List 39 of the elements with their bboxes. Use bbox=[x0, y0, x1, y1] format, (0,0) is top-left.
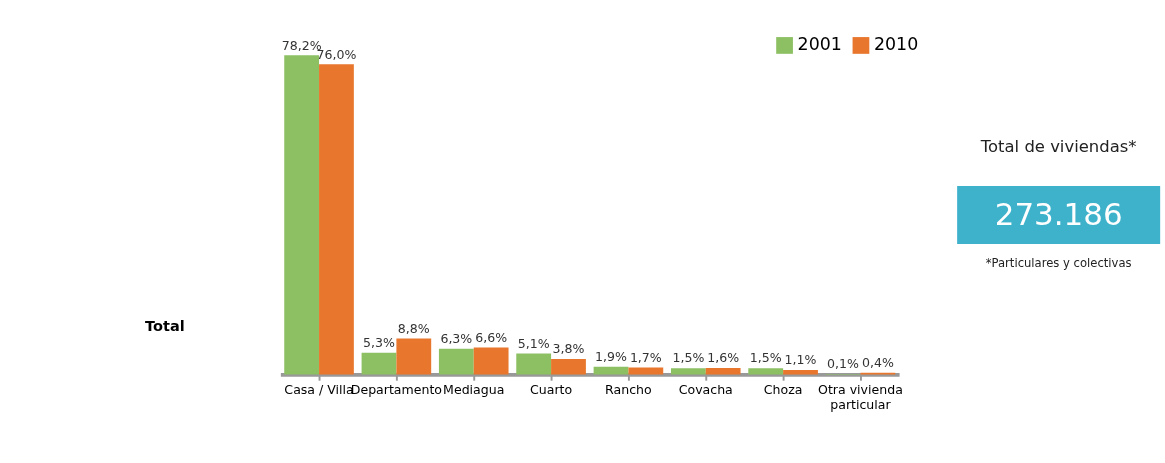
data-label: 0,4% bbox=[861, 354, 894, 370]
bar bbox=[783, 369, 818, 375]
legend-label: 2010 bbox=[873, 34, 919, 55]
data-label: 5,1% bbox=[517, 335, 550, 351]
data-label: 6,3% bbox=[440, 330, 473, 346]
bar bbox=[319, 64, 354, 375]
data-label: 78,2% bbox=[281, 37, 322, 53]
text: Total bbox=[145, 317, 185, 334]
data-label: 1,1% bbox=[784, 352, 817, 368]
data-label: 1,7% bbox=[629, 349, 662, 365]
data-label: 1,5% bbox=[672, 350, 705, 366]
x-tick-label: Otra vivienda particular bbox=[818, 382, 903, 412]
bar bbox=[516, 353, 552, 375]
bar bbox=[705, 367, 741, 375]
data-label: 1,9% bbox=[595, 348, 628, 364]
bar bbox=[551, 358, 586, 375]
text: Total de viviendas* bbox=[979, 137, 1137, 157]
x-tick-label: Covacha bbox=[678, 382, 733, 398]
x-tick-label: Rancho bbox=[605, 382, 652, 398]
text: 273.186 bbox=[994, 195, 1123, 232]
data-label: 3,8% bbox=[552, 341, 585, 357]
bar bbox=[361, 352, 397, 375]
data-label: 1,6% bbox=[707, 350, 740, 366]
bar bbox=[473, 347, 509, 375]
x-tick-label: Cuarto bbox=[530, 382, 573, 398]
data-label: 8,8% bbox=[397, 320, 430, 336]
text: *Particulares y colectivas bbox=[985, 256, 1132, 271]
bar bbox=[748, 368, 784, 375]
x-tick-label: Mediagua bbox=[443, 382, 505, 398]
data-label: 5,3% bbox=[363, 334, 395, 350]
data-label: 1,5% bbox=[749, 350, 782, 366]
legend-label: 2001 bbox=[797, 34, 842, 55]
data-label: 0,1% bbox=[827, 356, 860, 372]
bar bbox=[396, 338, 432, 375]
bar bbox=[670, 368, 706, 375]
bar bbox=[438, 348, 474, 375]
x-tick-label: Choza bbox=[763, 382, 803, 398]
data-label: 6,6% bbox=[475, 329, 508, 345]
bar bbox=[628, 367, 664, 375]
